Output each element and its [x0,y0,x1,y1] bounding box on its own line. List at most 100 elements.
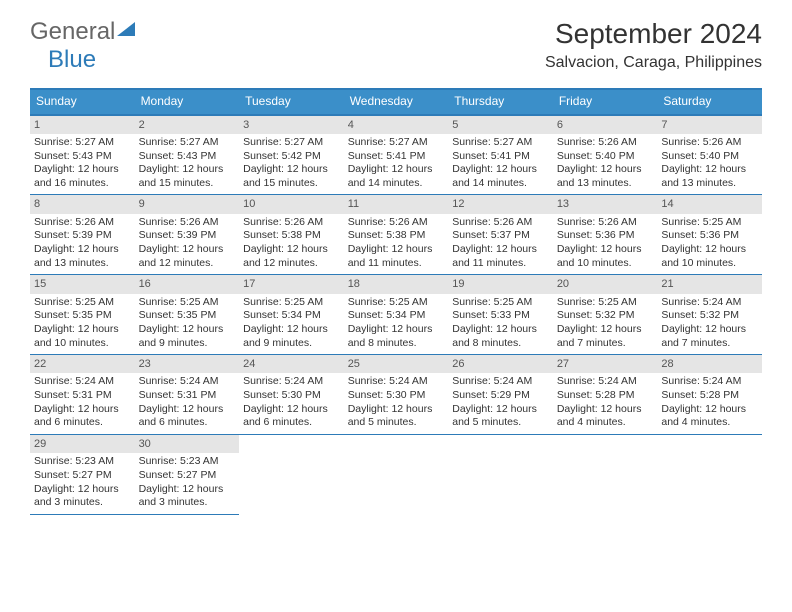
day-cell: 16Sunrise: 5:25 AMSunset: 5:35 PMDayligh… [135,275,240,355]
sunset-line: Sunset: 5:41 PM [348,150,445,164]
day-cell: 1 Sunrise: 5:27 AMSunset: 5:43 PMDaylight… [30,116,135,196]
day-number: 9 [135,195,240,213]
sunset-line: Sunset: 5:38 PM [243,229,340,243]
daylight-line: Daylight: 12 hours and 15 minutes. [139,163,236,190]
sunrise-line: Sunrise: 5:26 AM [557,216,654,230]
sunset-line: Sunset: 5:32 PM [661,309,758,323]
day-number: 13 [553,195,658,213]
sunrise-line: Sunrise: 5:27 AM [34,136,131,150]
sunset-line: Sunset: 5:29 PM [452,389,549,403]
sunset-line: Sunset: 5:33 PM [452,309,549,323]
sunrise-line: Sunrise: 5:25 AM [557,296,654,310]
page-header: General Blue September 2024 Salvacion, C… [0,0,792,80]
weekday-header: Wednesday [344,90,449,116]
weekday-header: Monday [135,90,240,116]
daylight-line: Daylight: 12 hours and 10 minutes. [661,243,758,270]
sunset-line: Sunset: 5:30 PM [348,389,445,403]
day-number: 17 [239,275,344,293]
daylight-line: Daylight: 12 hours and 6 minutes. [139,403,236,430]
sunrise-line: Sunrise: 5:27 AM [243,136,340,150]
week-row: 8Sunrise: 5:26 AMSunset: 5:39 PMDaylight… [30,195,762,275]
day-cell: 21Sunrise: 5:24 AMSunset: 5:32 PMDayligh… [657,275,762,355]
weekday-header: Friday [553,90,658,116]
sunset-line: Sunset: 5:40 PM [661,150,758,164]
month-title: September 2024 [545,18,762,50]
sunset-line: Sunset: 5:41 PM [452,150,549,164]
sunrise-line: Sunrise: 5:25 AM [348,296,445,310]
daylight-line: Daylight: 12 hours and 6 minutes. [34,403,131,430]
sunrise-line: Sunrise: 5:26 AM [139,216,236,230]
title-block: September 2024 Salvacion, Caraga, Philip… [545,18,762,72]
logo: General Blue [30,18,135,74]
sunset-line: Sunset: 5:28 PM [661,389,758,403]
sunrise-line: Sunrise: 5:24 AM [661,375,758,389]
sunset-line: Sunset: 5:40 PM [557,150,654,164]
day-number: 4 [344,116,449,134]
weekday-header: Thursday [448,90,553,116]
daylight-line: Daylight: 12 hours and 5 minutes. [348,403,445,430]
sunset-line: Sunset: 5:42 PM [243,150,340,164]
day-number: 20 [553,275,658,293]
day-cell: 28Sunrise: 5:24 AMSunset: 5:28 PMDayligh… [657,355,762,435]
day-cell: 10Sunrise: 5:26 AMSunset: 5:38 PMDayligh… [239,195,344,275]
day-number: 1 [30,116,135,134]
week-row: 22Sunrise: 5:24 AMSunset: 5:31 PMDayligh… [30,355,762,435]
sunrise-line: Sunrise: 5:23 AM [139,455,236,469]
day-cell: 20Sunrise: 5:25 AMSunset: 5:32 PMDayligh… [553,275,658,355]
sunrise-line: Sunrise: 5:26 AM [348,216,445,230]
sunrise-line: Sunrise: 5:24 AM [139,375,236,389]
sunrise-line: Sunrise: 5:24 AM [661,296,758,310]
day-number: 12 [448,195,553,213]
daylight-line: Daylight: 12 hours and 12 minutes. [243,243,340,270]
day-cell [657,435,762,515]
daylight-line: Daylight: 12 hours and 6 minutes. [243,403,340,430]
day-cell: 19Sunrise: 5:25 AMSunset: 5:33 PMDayligh… [448,275,553,355]
logo-triangle-icon [117,22,135,36]
sunrise-line: Sunrise: 5:25 AM [452,296,549,310]
day-number: 7 [657,116,762,134]
sunrise-line: Sunrise: 5:26 AM [452,216,549,230]
sunset-line: Sunset: 5:34 PM [243,309,340,323]
day-cell: 24Sunrise: 5:24 AMSunset: 5:30 PMDayligh… [239,355,344,435]
week-row: 1Sunrise: 5:27 AMSunset: 5:43 PMDaylight… [30,116,762,196]
daylight-line: Daylight: 12 hours and 7 minutes. [557,323,654,350]
sunset-line: Sunset: 5:36 PM [661,229,758,243]
day-number: 18 [344,275,449,293]
daylight-line: Daylight: 12 hours and 3 minutes. [139,483,236,510]
day-cell: 18Sunrise: 5:25 AMSunset: 5:34 PMDayligh… [344,275,449,355]
daylight-line: Daylight: 12 hours and 8 minutes. [348,323,445,350]
daylight-line: Daylight: 12 hours and 11 minutes. [452,243,549,270]
weekday-header: Saturday [657,90,762,116]
sunset-line: Sunset: 5:43 PM [139,150,236,164]
sunrise-line: Sunrise: 5:26 AM [34,216,131,230]
calendar-grid: SundayMondayTuesdayWednesdayThursdayFrid… [30,88,762,515]
sunset-line: Sunset: 5:27 PM [139,469,236,483]
sunset-line: Sunset: 5:43 PM [34,150,131,164]
week-row: 15Sunrise: 5:25 AMSunset: 5:35 PMDayligh… [30,275,762,355]
day-number: 22 [30,355,135,373]
day-number: 16 [135,275,240,293]
sunset-line: Sunset: 5:36 PM [557,229,654,243]
day-cell: 29Sunrise: 5:23 AMSunset: 5:27 PMDayligh… [30,435,135,515]
sunrise-line: Sunrise: 5:25 AM [243,296,340,310]
sunrise-line: Sunrise: 5:27 AM [139,136,236,150]
daylight-line: Daylight: 12 hours and 11 minutes. [348,243,445,270]
day-number: 26 [448,355,553,373]
sunset-line: Sunset: 5:37 PM [452,229,549,243]
sunset-line: Sunset: 5:28 PM [557,389,654,403]
daylight-line: Daylight: 12 hours and 12 minutes. [139,243,236,270]
sunset-line: Sunset: 5:39 PM [34,229,131,243]
day-cell: 15Sunrise: 5:25 AMSunset: 5:35 PMDayligh… [30,275,135,355]
day-number: 10 [239,195,344,213]
sunset-line: Sunset: 5:31 PM [139,389,236,403]
logo-text-blue: Blue [48,46,96,73]
day-cell: 17Sunrise: 5:25 AMSunset: 5:34 PMDayligh… [239,275,344,355]
day-cell: 23Sunrise: 5:24 AMSunset: 5:31 PMDayligh… [135,355,240,435]
sunset-line: Sunset: 5:39 PM [139,229,236,243]
sunrise-line: Sunrise: 5:25 AM [139,296,236,310]
daylight-line: Daylight: 12 hours and 4 minutes. [557,403,654,430]
daylight-line: Daylight: 12 hours and 16 minutes. [34,163,131,190]
sunset-line: Sunset: 5:30 PM [243,389,340,403]
day-number: 21 [657,275,762,293]
day-cell: 11Sunrise: 5:26 AMSunset: 5:38 PMDayligh… [344,195,449,275]
